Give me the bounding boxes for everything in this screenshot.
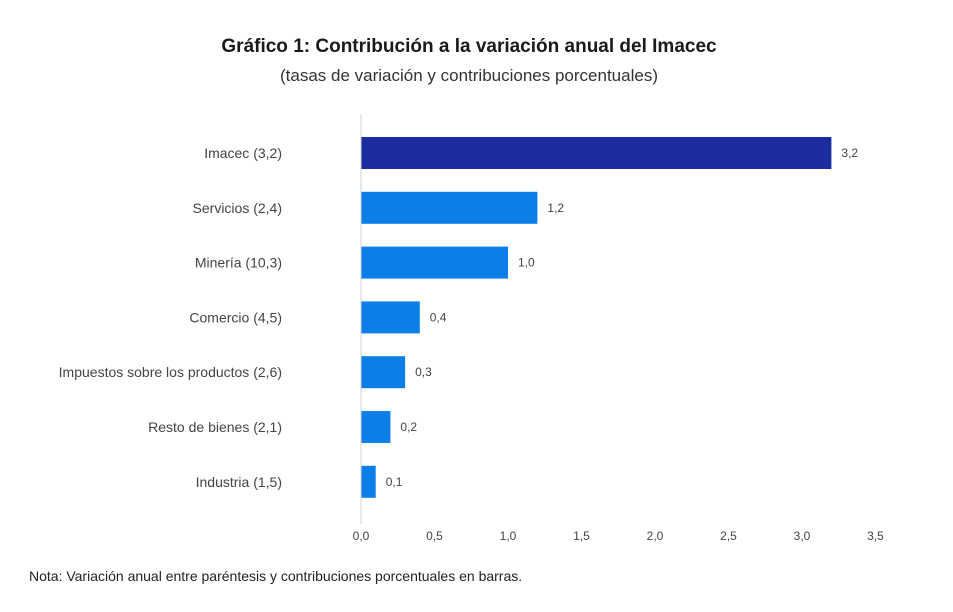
axis-layer: Imacec (3,2) Servicios (2,4) Minería (10,3… [59,114,884,543]
x-tick-label: 1,0 [500,529,517,543]
value-label: 0,4 [430,310,447,324]
bar [361,246,508,279]
x-tick-label: 1,5 [573,529,590,543]
value-label: 1,0 [518,256,535,270]
bar [361,301,420,334]
x-tick-label: 2,0 [647,529,664,543]
x-tick-label: 3,5 [867,529,884,543]
bar [361,356,406,389]
x-tick-label: 3,0 [794,529,811,543]
bar [361,137,832,169]
category-label: Servicios (2,4) [193,200,282,216]
category-label: Impuestos sobre los productos (2,6) [59,364,282,380]
bar [361,411,391,443]
bars-layer: 3,2 1,2 1,0 0,4 0,3 0,2 0,1 [361,137,858,498]
category-label: Industria (1,5) [196,474,282,490]
bar [361,191,538,224]
value-label: 0,2 [400,420,417,434]
value-label: 0,3 [415,365,432,379]
category-label: Resto de bienes (2,1) [148,419,282,435]
category-label: Minería (10,3) [195,255,282,271]
category-label: Comercio (4,5) [189,309,282,325]
x-tick-label: 0,0 [353,529,370,543]
x-tick-label: 2,5 [720,529,737,543]
chart-note: Nota: Variación anual entre paréntesis y… [29,568,523,584]
x-tick-label: 0,5 [426,529,443,543]
chart-subtitle: (tasas de variación y contribuciones por… [280,66,658,85]
chart-title: Gráfico 1: Contribución a la variación a… [221,36,717,57]
value-label: 0,1 [386,475,403,489]
category-label: Imacec (3,2) [204,145,282,161]
value-label: 3,2 [841,146,858,160]
bar [361,465,376,498]
value-label: 1,2 [547,201,564,215]
